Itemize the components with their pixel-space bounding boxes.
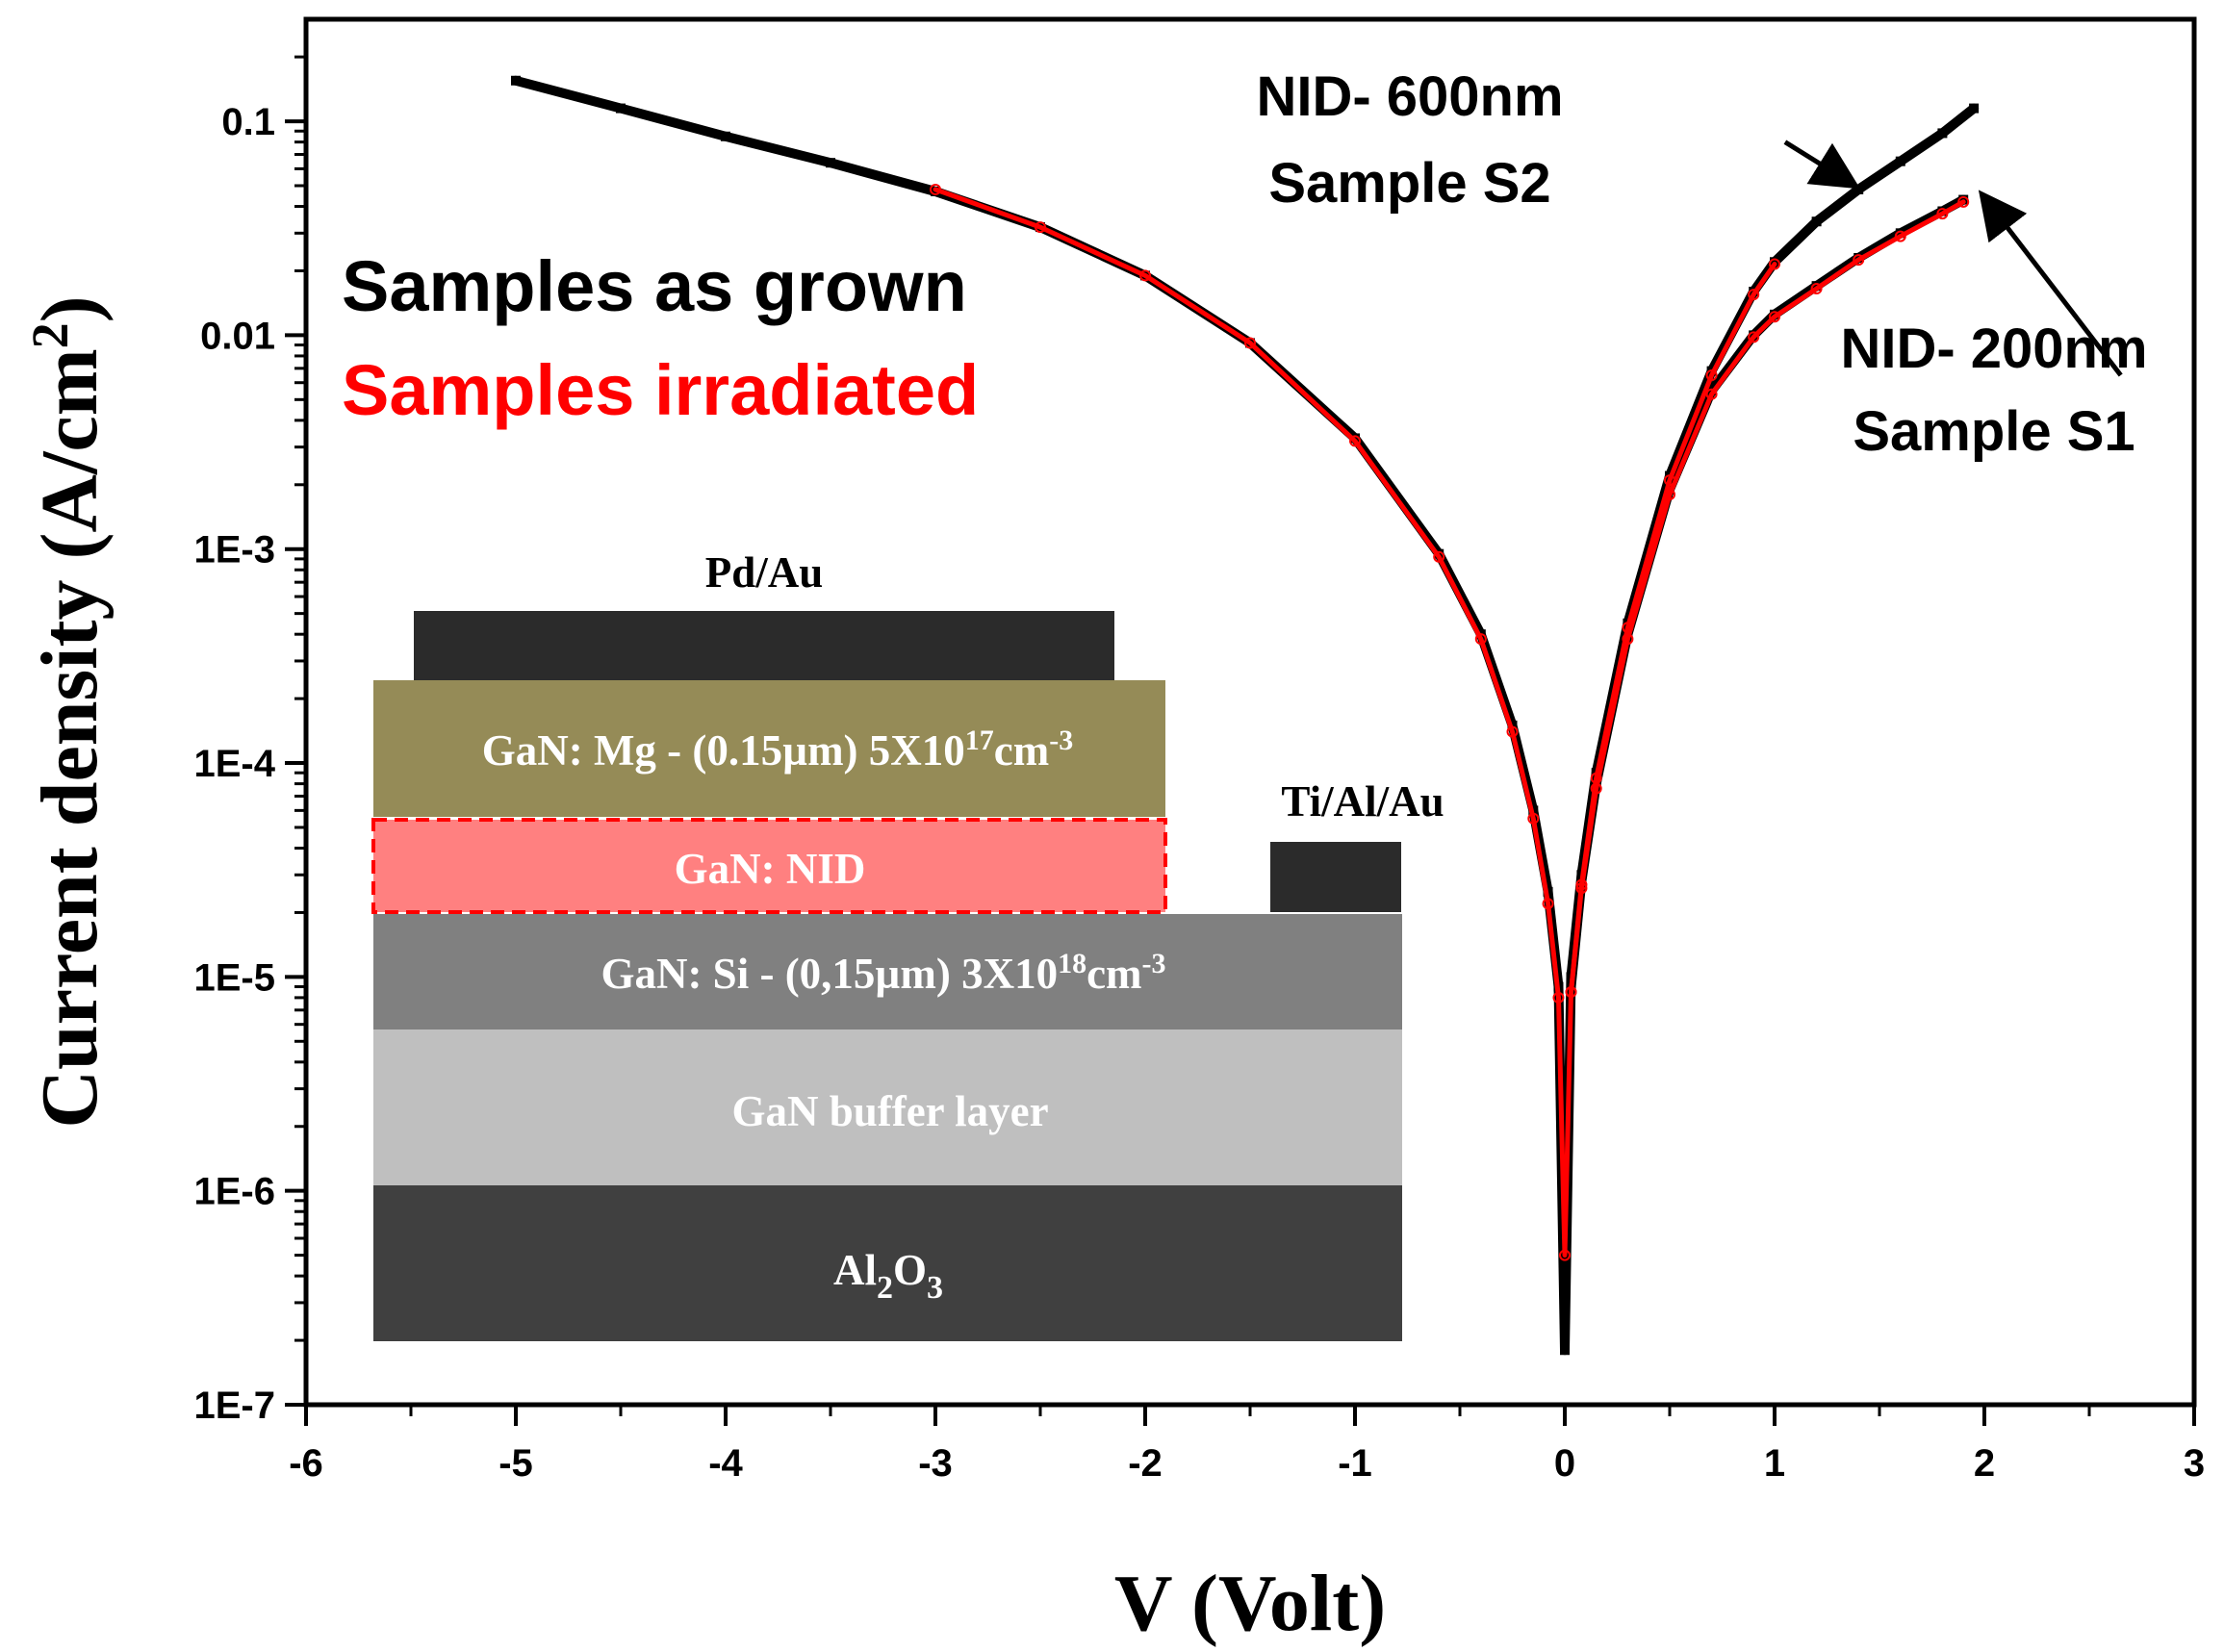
data-point xyxy=(1705,388,1718,400)
data-point xyxy=(616,103,626,114)
data-point xyxy=(1895,228,1905,239)
series-line-2 xyxy=(933,187,1777,1258)
annotation-s2-line1: NID- 600nm xyxy=(1256,65,1563,128)
y-tick-label: 1E-7 xyxy=(194,1385,276,1427)
label-gan-si: GaN: Si - (0,15µm) 3X1018cm-3 xyxy=(601,948,1165,998)
data-point xyxy=(1894,230,1906,242)
annotation-s2-line2: Sample S2 xyxy=(1268,152,1550,215)
layer-gan-nid xyxy=(371,818,1167,914)
data-point xyxy=(1769,311,1780,323)
x-tick-label: -4 xyxy=(708,1442,743,1485)
data-point xyxy=(1575,882,1588,895)
legend-irradiated: Samples irradiated xyxy=(342,350,979,430)
data-point xyxy=(1622,633,1634,646)
layer-gan-buffer xyxy=(373,1029,1402,1185)
data-point xyxy=(1433,550,1445,563)
layer-gan-si xyxy=(373,914,1402,1029)
data-point xyxy=(1811,216,1822,227)
x-tick-label: 2 xyxy=(1974,1442,1995,1485)
data-point xyxy=(1590,782,1602,795)
data-point xyxy=(1565,986,1577,999)
y-tick-label: 1E-6 xyxy=(194,1171,276,1213)
x-tick-label: 0 xyxy=(1554,1442,1575,1485)
data-point xyxy=(1474,633,1487,646)
data-point xyxy=(1957,195,1970,208)
data-point xyxy=(1895,156,1905,166)
data-point xyxy=(1810,283,1823,295)
series-layer xyxy=(511,75,1980,1356)
annotation-s1-line1: NID- 200nm xyxy=(1840,318,2147,380)
data-point xyxy=(1560,1345,1570,1356)
x-axis-ticks: -6 -5 -4 -3 -2 -1 0 1 2 3 xyxy=(289,1405,2205,1485)
data-point xyxy=(930,183,941,195)
label-ti-al-au: Ti/Al/Au xyxy=(1281,777,1444,826)
data-point xyxy=(1559,1249,1571,1261)
x-tick-label: -5 xyxy=(498,1442,533,1485)
label-gan-mg: GaN: Mg - (0.15µm) 5X1017cm-3 xyxy=(482,724,1074,775)
x-tick-label: -2 xyxy=(1128,1442,1163,1485)
data-point xyxy=(1349,435,1361,447)
layer-gan-mg xyxy=(373,680,1165,817)
x-tick-label: -3 xyxy=(918,1442,953,1485)
annotation-s1-line2: Sample S1 xyxy=(1853,400,2135,463)
data-point xyxy=(1936,208,1949,220)
layer-al2o3 xyxy=(373,1185,1402,1341)
y-tick-label: 1E-3 xyxy=(194,529,276,572)
layer-pd-au xyxy=(414,611,1114,680)
label-gan-nid: GaN: NID xyxy=(675,845,866,893)
x-tick-label: -6 xyxy=(289,1442,323,1485)
x-tick-label: 1 xyxy=(1764,1442,1785,1485)
label-gan-buffer: GaN buffer layer xyxy=(731,1087,1048,1135)
annotation-arrows xyxy=(1783,140,2123,377)
data-point xyxy=(1527,812,1540,825)
layer-ti-al-au xyxy=(1270,842,1401,912)
data-point xyxy=(826,158,835,168)
data-point xyxy=(1552,991,1565,1004)
y-axis-label-sup: 2 xyxy=(21,322,79,348)
y-axis-label: Current density (A/cm2) xyxy=(21,295,115,1128)
data-point xyxy=(1853,184,1864,194)
data-point xyxy=(511,75,521,86)
annotation-arrow-0 xyxy=(1783,140,1861,190)
series-line-3 xyxy=(1569,199,1966,995)
data-point xyxy=(1748,331,1760,343)
device-structure-inset: Pd/Au GaN: Mg - (0.15µm) 5X1017cm-3 GaN:… xyxy=(371,548,1444,1341)
annotation-arrow-1 xyxy=(1978,190,2123,377)
y-axis-ticks: 1E-7 1E-6 1E-5 1E-4 1E-3 0.01 0.1 xyxy=(194,55,306,1427)
data-point xyxy=(1506,725,1519,738)
data-point xyxy=(1853,254,1865,267)
data-point xyxy=(1139,269,1151,282)
x-tick-label: -1 xyxy=(1338,1442,1372,1485)
x-axis-label: V (Volt) xyxy=(1114,1559,1386,1648)
data-point xyxy=(1035,221,1046,234)
data-point xyxy=(1937,128,1948,139)
data-point xyxy=(1748,289,1760,301)
y-tick-label: 0.01 xyxy=(200,315,275,357)
data-point xyxy=(1664,488,1675,500)
data-point xyxy=(1969,103,1980,114)
x-tick-label: 3 xyxy=(2184,1442,2205,1485)
label-al2o3: Al2O3 xyxy=(833,1246,943,1306)
legend-as-grown: Samples as grown xyxy=(342,246,967,326)
data-point xyxy=(721,131,730,141)
data-point xyxy=(1769,258,1780,270)
data-point xyxy=(1244,337,1256,349)
data-point xyxy=(1542,898,1554,910)
y-tick-label: 1E-4 xyxy=(194,743,276,785)
label-pd-au: Pd/Au xyxy=(705,548,824,597)
y-tick-label: 1E-5 xyxy=(194,956,276,999)
y-tick-label: 0.1 xyxy=(221,101,275,143)
data-point xyxy=(1705,369,1718,381)
